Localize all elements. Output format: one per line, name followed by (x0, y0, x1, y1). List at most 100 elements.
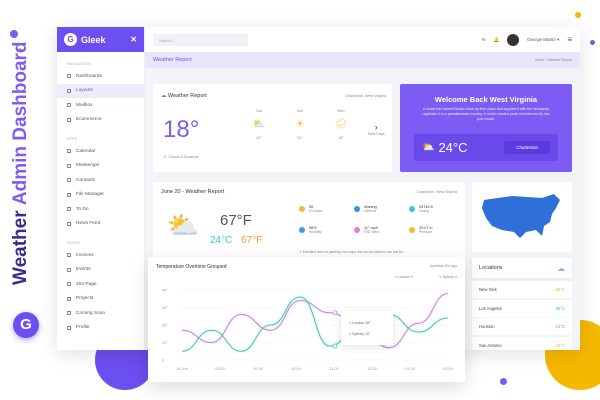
updated-label: Updated 20s ago (429, 264, 457, 268)
brand-name: Gleek (81, 34, 106, 45)
y-tick-label: 10° (162, 341, 168, 345)
user-menu[interactable]: George Martin ▾ (527, 36, 560, 42)
condition: ⛅ Clouds & Sunshine (163, 155, 200, 159)
stat-item: 06 UV Index (299, 205, 323, 213)
series-line-sydney (181, 296, 449, 352)
x-tick-label: 09.30 (253, 367, 263, 371)
menu-item-icon (67, 149, 71, 154)
sidebar-item-layouts[interactable]: Layouts (57, 83, 144, 98)
sidebar-item-invoices[interactable]: Invoices (57, 248, 144, 263)
location-row[interactable]: Los Angeles 36°C (472, 299, 572, 317)
sidebar-item-dashboards[interactable]: Dashboards (57, 69, 144, 84)
sidebar: G Gleek ✕ NAVIGATION Dashboards Layouts Mailb… (57, 27, 145, 350)
sidebar-item-file-manager[interactable]: File Manager (57, 188, 144, 203)
forecast-day: Mon 🌧 19° (330, 109, 352, 140)
brand-logo: G (64, 33, 77, 46)
sidebar-item-events[interactable]: Events (57, 263, 144, 278)
menu-item-icon (67, 103, 71, 108)
y-tick-label: 0 (162, 359, 164, 363)
menu-item-icon (67, 178, 71, 183)
cloud-icon: ☁ (161, 93, 167, 99)
sidebar-item-messenger[interactable]: Messenger (57, 159, 144, 174)
usa-map[interactable] (472, 182, 572, 252)
stat-icon (354, 206, 360, 212)
sidebar-item-contacts[interactable]: Contacts (57, 173, 144, 188)
sidebar-item-to-do[interactable]: To Do (57, 202, 144, 217)
location-row[interactable]: Houston 12°C (472, 318, 572, 335)
chart-tooltip: ● London 28° ● Sydney 10° (341, 311, 393, 345)
avatar[interactable] (507, 33, 520, 46)
decor-dot (575, 12, 581, 18)
location-row[interactable]: New York 45°C (472, 281, 572, 298)
temp-f-alt: 67°F (241, 235, 263, 246)
sydney-filter[interactable]: ● Sydney ▾ (439, 275, 457, 279)
x-tick-label: 14 Jun (176, 367, 187, 371)
x-tick-label: 10.00 (291, 367, 301, 371)
stat-icon (354, 227, 360, 233)
stat-item: 11° mph ESE Wind (354, 226, 379, 234)
decor-dot (590, 40, 595, 45)
cloud-sun-icon: ⛅ (422, 142, 435, 153)
message-icon[interactable]: ✉ (481, 36, 486, 42)
promo-title: Weather Admin Dashboard (10, 41, 31, 285)
sidebar-item-404-page[interactable]: 404 Page (57, 277, 144, 292)
hover-point-sydney (332, 343, 338, 349)
series-glow-sydney (181, 296, 449, 352)
cloud-icon: ☁ (557, 263, 565, 273)
dashboard-window: G Gleek ✕ NAVIGATION Dashboards Layouts Mailb… (57, 27, 580, 350)
note: ❧ Excellent time for planting root crops… (299, 250, 406, 254)
menu-item-icon (67, 253, 71, 258)
stat-icon (409, 206, 415, 212)
menu-item-icon (67, 163, 71, 168)
breadcrumb: Weather Report Home › Weather Report (145, 52, 580, 68)
line-chart[interactable]: 0 10° 20° 30° 40° 14 Jun 08.00 09.30 10.00 11.00 1… (148, 257, 465, 382)
sidebar-section-label: NAVIGATION (67, 62, 92, 66)
stat-icon (299, 206, 305, 212)
menu-item-icon (67, 207, 71, 212)
sidebar-item-profile[interactable]: Profile (57, 321, 144, 336)
x-tick-label: 11.00 (329, 367, 338, 371)
sidebar-item-calendar[interactable]: Calendar (57, 144, 144, 159)
sidebar-item-mailbox[interactable]: Mailbox (57, 98, 144, 113)
menu-item-icon (67, 74, 71, 79)
card-title: ☁ Weather Report (161, 93, 207, 99)
location-row[interactable]: San Antonio 33°C (472, 336, 572, 350)
menu-icon[interactable]: ≡ (567, 35, 572, 44)
sidebar-item-coming-soon[interactable]: Coming Soon (57, 306, 144, 321)
sun-cloud-icon: ⛅ (167, 210, 200, 240)
menu-item-icon (67, 296, 71, 301)
london-filter[interactable]: ● London ▾ (395, 275, 413, 279)
sidebar-section-label: APPS (67, 137, 78, 141)
current-temp: 18° (163, 116, 200, 143)
promo-logo: G (13, 312, 39, 338)
charleston-button[interactable]: Charleston (504, 141, 550, 154)
temp-c: 24°C (210, 235, 233, 246)
stat-icon (299, 227, 305, 233)
menu-item-icon (67, 267, 71, 272)
menu-item-icon (67, 192, 71, 197)
brand: G Gleek ✕ (57, 27, 144, 52)
x-tick-label: 01.00 (405, 367, 415, 371)
stat-icon (409, 227, 415, 233)
rain-icon: 🌧 (334, 119, 348, 130)
sidebar-section-label: PAGES (67, 241, 81, 245)
card-title: June 20 - Weather Report (161, 189, 225, 195)
chart-title: Temperature Overtime Grouped (156, 264, 227, 270)
temp-f: 67°F (220, 212, 252, 229)
daily-report-card: June 20 - Weather Report Charleston, Wes… (153, 182, 465, 262)
menu-item-icon (67, 221, 71, 226)
next-days-button[interactable]: › Next Days (368, 122, 385, 136)
sun-icon: ☀ (295, 119, 305, 130)
sidebar-item-ecommerce[interactable]: Ecommerce (57, 113, 144, 128)
stat-item: 58% Humidity (299, 226, 322, 234)
map-card (472, 182, 572, 252)
collapse-icon[interactable]: ✕ (130, 35, 137, 44)
sidebar-item-news-feed[interactable]: News Feed (57, 217, 144, 232)
notification-icon[interactable]: 🔔 (493, 36, 500, 42)
breadcrumb-path[interactable]: Home › Weather Report (534, 58, 572, 62)
sidebar-item-projects[interactable]: Projects (57, 292, 144, 307)
series-line-london (181, 293, 449, 349)
search-input[interactable]: Search... (153, 33, 248, 46)
stat-item: Waning Gibbous (354, 205, 377, 213)
hover-point-london (332, 310, 338, 316)
